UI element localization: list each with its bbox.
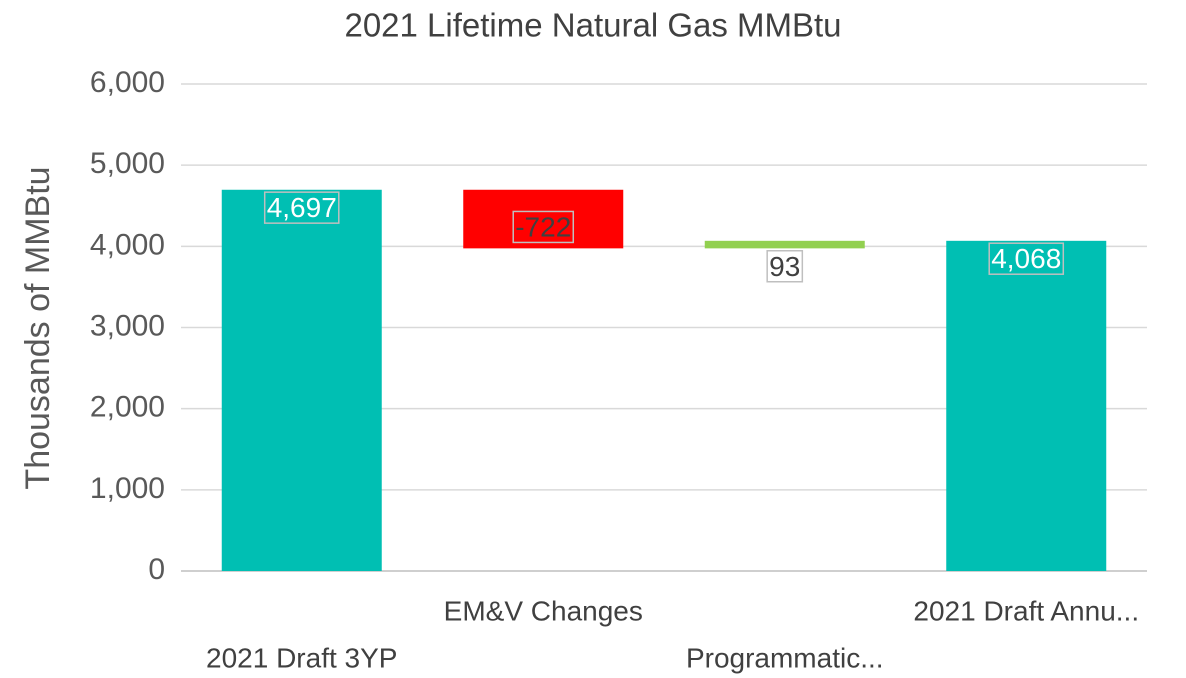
bar <box>946 240 1107 571</box>
y-tick-label: 5,000 <box>90 147 165 180</box>
data-label-box <box>263 191 340 224</box>
data-label: -722 <box>515 211 571 242</box>
data-label-box <box>512 210 575 244</box>
y-tick-label: 1,000 <box>90 472 165 505</box>
y-axis-label: Thousands of MMBtu <box>19 166 57 489</box>
y-tick-label: 6,000 <box>90 66 165 99</box>
bar <box>704 240 865 249</box>
y-tick-label: 4,000 <box>90 228 165 261</box>
x-tick-label: EM&V Changes <box>444 595 643 626</box>
y-tick-label: 2,000 <box>90 391 165 424</box>
y-tick-label: 0 <box>148 553 165 586</box>
x-tick-label: 2021 Draft 3YP <box>206 642 397 673</box>
data-label: 4,697 <box>267 192 337 223</box>
data-label-box <box>988 242 1065 275</box>
x-tick-label: Programmatic... <box>686 642 884 673</box>
data-label: 93 <box>769 251 800 282</box>
x-tick-label: 2021 Draft Annu... <box>913 595 1139 626</box>
bar <box>463 189 624 249</box>
bar <box>221 189 382 571</box>
data-label: 4,068 <box>991 243 1061 274</box>
data-label-box <box>766 250 804 283</box>
y-tick-label: 3,000 <box>90 309 165 342</box>
chart-title: 2021 Lifetime Natural Gas MMBtu <box>344 7 841 44</box>
